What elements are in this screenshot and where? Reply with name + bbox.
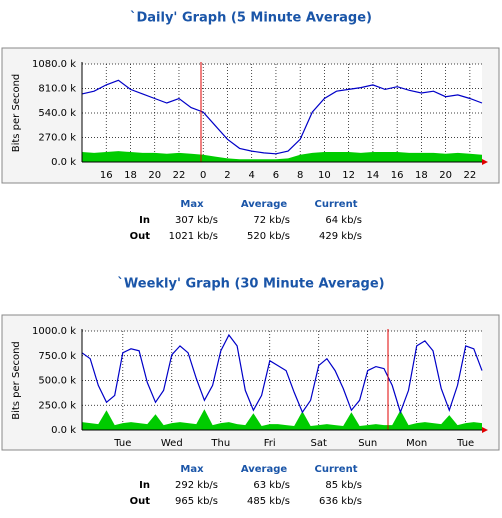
y-tick-label: 750.0 k [38, 351, 76, 362]
axis-arrow [482, 427, 488, 433]
y-tick-label: 810.0 k [38, 84, 76, 95]
line-series [81, 333, 483, 415]
x-tick-label: 20 [148, 170, 161, 181]
x-tick-label: 22 [464, 170, 477, 181]
x-tick-label: 6 [273, 170, 279, 181]
stats-value: 485 kb/s [247, 496, 290, 507]
stats-value: 636 kb/s [319, 496, 362, 507]
y-axis-label: Bits per Second [11, 74, 22, 153]
stats-value: 85 kb/s [325, 480, 362, 491]
x-tick-label: 20 [439, 170, 452, 181]
x-tick-label: 0 [200, 170, 206, 181]
stats-value: 965 kb/s [175, 496, 218, 507]
stats-value: 63 kb/s [253, 480, 290, 491]
stats-value: 429 kb/s [319, 231, 362, 242]
area-series [82, 151, 482, 162]
x-tick-label: Wed [161, 438, 183, 449]
x-tick-label: 14 [367, 170, 380, 181]
y-tick-label: 270.0 k [38, 133, 76, 144]
line-series [81, 79, 483, 155]
x-tick-label: 16 [391, 170, 404, 181]
x-tick-label: 2 [224, 170, 230, 181]
y-tick-label: 500.0 k [38, 376, 76, 387]
x-tick-label: 8 [297, 170, 303, 181]
y-tick-label: 1000.0 k [32, 326, 76, 337]
stats-value: 64 kb/s [325, 215, 362, 226]
x-tick-label: Tue [113, 438, 131, 449]
stats-value: 72 kb/s [253, 215, 290, 226]
stats-value: 520 kb/s [247, 231, 290, 242]
x-tick-label: Sat [311, 438, 327, 449]
stats-value: 292 kb/s [175, 480, 218, 491]
x-tick-label: 18 [124, 170, 137, 181]
y-tick-label: 250.0 k [38, 400, 76, 411]
x-tick-label: 18 [415, 170, 428, 181]
stats-header: Current [314, 464, 357, 475]
stats-header: Max [180, 199, 204, 210]
stats-value: 1021 kb/s [169, 231, 218, 242]
stats-header: Current [314, 199, 357, 210]
y-tick-label: 540.0 k [38, 108, 76, 119]
chart-title: `Daily' Graph (5 Minute Average) [130, 11, 372, 26]
x-tick-label: Fri [264, 438, 276, 449]
x-tick-label: Mon [406, 438, 427, 449]
stats-header: Average [241, 199, 288, 210]
y-tick-label: 0.0 k [51, 157, 76, 168]
x-tick-label: Thu [210, 438, 230, 449]
stats-row-label: Out [130, 496, 151, 507]
y-tick-label: 1080.0 k [32, 59, 76, 70]
x-tick-label: 16 [100, 170, 113, 181]
x-tick-label: 12 [342, 170, 355, 181]
x-tick-label: 10 [318, 170, 331, 181]
axis-arrow [482, 159, 488, 165]
y-tick-label: 0.0 k [51, 425, 76, 436]
x-tick-label: Sun [358, 438, 377, 449]
x-tick-label: 22 [173, 170, 186, 181]
stats-header: Max [180, 464, 204, 475]
stats-row-label: In [139, 215, 150, 226]
stats-header: Average [241, 464, 288, 475]
stats-row-label: In [139, 480, 150, 491]
stats-value: 307 kb/s [175, 215, 218, 226]
area-series [82, 409, 482, 430]
y-axis-label: Bits per Second [11, 341, 22, 420]
x-tick-label: 4 [249, 170, 255, 181]
x-tick-label: Tue [456, 438, 474, 449]
chart-title: `Weekly' Graph (30 Minute Average) [117, 277, 384, 292]
stats-row-label: Out [130, 231, 151, 242]
